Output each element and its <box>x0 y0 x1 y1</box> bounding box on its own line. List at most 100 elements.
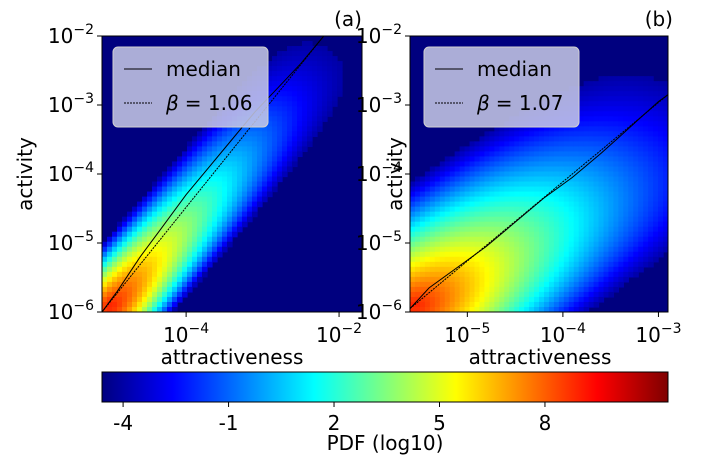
heatmap-cell <box>504 201 510 208</box>
heatmap-cell <box>282 121 288 127</box>
heatmap-cell <box>312 121 318 127</box>
heatmap-cell <box>172 276 178 283</box>
heatmap-cell <box>568 216 575 223</box>
colorbar-tick-label-2: 2 <box>328 411 341 435</box>
heatmap-cell <box>608 151 615 158</box>
heatmap-cell <box>414 291 421 298</box>
heatmap-cell <box>167 186 173 193</box>
heatmap-cell <box>648 101 654 107</box>
heatmap-cell <box>558 216 565 223</box>
heatmap-cell <box>543 266 550 273</box>
heatmap-cell <box>187 166 193 173</box>
heatmap-cell <box>137 306 143 312</box>
heatmap-cell <box>519 246 525 253</box>
heatmap-cell <box>147 266 153 273</box>
heatmap-cell <box>578 301 585 308</box>
heatmap-cell <box>192 241 198 248</box>
heatmap-cell <box>237 156 243 163</box>
heatmap-cell <box>558 171 565 178</box>
heatmap-cell <box>623 166 629 173</box>
heatmap-cell <box>643 201 649 208</box>
heatmap-cell <box>529 221 535 228</box>
heatmap-cell <box>147 306 153 312</box>
heatmap-cell <box>648 246 654 253</box>
heatmap-cell <box>212 166 218 173</box>
heatmap-cell <box>494 281 500 288</box>
heatmap-cell <box>643 76 649 82</box>
heatmap-cell <box>509 226 515 233</box>
heatmap-cell <box>232 186 238 193</box>
heatmap-cell <box>122 306 128 312</box>
heatmap-cell <box>429 266 436 273</box>
heatmap-cell <box>494 211 500 218</box>
heatmap-cell <box>633 181 639 188</box>
heatmap-cell <box>623 196 629 203</box>
heatmap-cell <box>222 226 228 233</box>
heatmap-cell <box>489 251 495 258</box>
y-tick-exponent: −5 <box>381 229 402 245</box>
heatmap-cell <box>434 271 441 278</box>
heatmap-cell <box>509 251 515 258</box>
heatmap-cell <box>414 201 421 208</box>
heatmap-cell <box>578 296 585 303</box>
heatmap-cell <box>558 196 565 203</box>
heatmap-cell <box>177 231 183 238</box>
heatmap-cell <box>312 86 318 92</box>
colorbar: -4 -1 2 5 8 PDF (log10) <box>101 371 669 455</box>
heatmap-cell <box>207 176 213 183</box>
heatmap-cell <box>252 146 258 153</box>
heatmap-cell <box>207 221 213 228</box>
heatmap-cell <box>539 201 545 208</box>
heatmap-cell <box>484 246 490 253</box>
heatmap-cell <box>543 201 550 208</box>
heatmap-cell <box>277 61 283 67</box>
heatmap-cell <box>222 191 228 198</box>
heatmap-cell <box>424 301 431 308</box>
heatmap-cell <box>563 201 570 208</box>
heatmap-cell <box>312 101 318 107</box>
heatmap-cell <box>633 136 639 142</box>
heatmap-cell <box>182 216 188 223</box>
heatmap-cell <box>534 191 540 198</box>
heatmap-cell <box>464 261 471 268</box>
heatmap-cell <box>414 206 421 213</box>
heatmap-cell <box>322 61 328 67</box>
heatmap-cell <box>459 261 466 268</box>
heatmap-cell <box>633 201 639 208</box>
heatmap-cell <box>658 181 664 188</box>
heatmap-cell <box>222 201 228 208</box>
heatmap-cell <box>434 201 441 208</box>
heatmap-cell <box>548 236 555 243</box>
heatmap-cell <box>197 216 203 223</box>
heatmap-cell <box>474 176 481 183</box>
panel-b-median <box>410 94 668 309</box>
heatmap-cell <box>469 306 476 312</box>
heatmap-cell <box>568 211 575 218</box>
heatmap-cell <box>484 136 490 142</box>
heatmap-cell <box>578 306 585 312</box>
heatmap-cell <box>434 196 441 203</box>
heatmap-cell <box>539 236 545 243</box>
heatmap-cell <box>489 171 495 178</box>
heatmap-cell <box>312 46 318 52</box>
heatmap-cell <box>613 91 619 97</box>
heatmap-cell <box>548 176 555 183</box>
heatmap-cell <box>222 166 228 173</box>
heatmap-cell <box>663 226 668 233</box>
heatmap-cell <box>593 296 600 303</box>
heatmap-cell <box>623 231 629 238</box>
heatmap-cell <box>277 86 283 92</box>
heatmap-cell <box>514 136 520 142</box>
heatmap-cell <box>519 271 525 278</box>
heatmap-cell <box>322 86 328 92</box>
heatmap-cell <box>613 196 619 203</box>
heatmap-cell <box>272 101 278 107</box>
heatmap-cell <box>519 241 525 248</box>
heatmap-cell <box>112 241 118 248</box>
heatmap-cell <box>257 156 263 163</box>
heatmap-cell <box>598 131 605 137</box>
heatmap-cell <box>519 196 525 203</box>
heatmap-cell <box>267 101 273 107</box>
heatmap-cell <box>257 131 263 137</box>
heatmap-cell <box>212 216 218 223</box>
